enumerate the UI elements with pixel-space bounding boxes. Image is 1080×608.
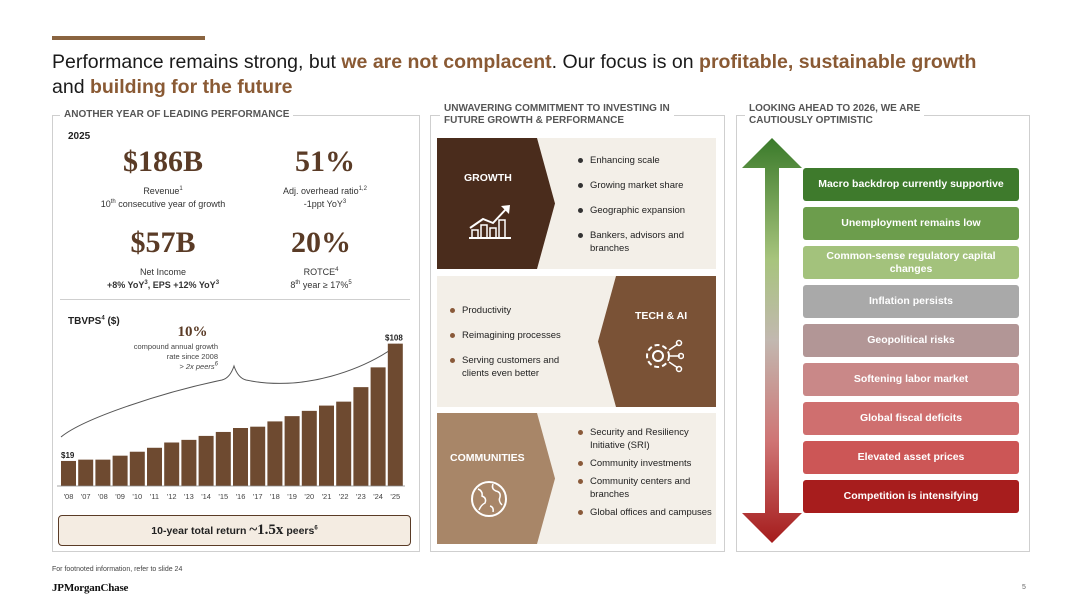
tech-ai-row: Productivity Reimagining processes Servi… — [437, 276, 716, 407]
data-label-last: $108 — [385, 334, 403, 343]
bar-9 — [215, 431, 231, 486]
x-tick-label: '13 — [184, 492, 194, 501]
communities-label: COMMUNITIES — [450, 452, 525, 464]
growth-chart-icon — [469, 205, 511, 239]
year-label: 2025 — [68, 131, 91, 142]
total-return-box: 10-year total return ~1.5x peers6 — [58, 515, 411, 546]
leading-performance-title: ANOTHER YEAR OF LEADING PERFORMANCE — [60, 109, 294, 121]
list-item: Global offices and campuses — [578, 506, 712, 519]
outlook-item: Softening labor market — [803, 363, 1019, 396]
bar-17 — [353, 387, 369, 486]
x-tick-label: '21 — [322, 492, 332, 501]
bar-8 — [198, 435, 214, 486]
up-down-gradient-arrow — [742, 138, 802, 543]
bar-14 — [301, 410, 317, 486]
list-item: Growing market share — [578, 179, 710, 192]
list-item: Reimagining processes — [450, 329, 585, 342]
outlook-item: Inflation persists — [803, 285, 1019, 318]
communities-bullets: Security and Resiliency Initiative (SRI)… — [578, 426, 712, 519]
investing-panel-title: UNWAVERING COMMITMENT TO INVESTING IN FUT… — [440, 103, 674, 127]
outlook-item: Common-sense regulatory capital changes — [803, 246, 1019, 279]
kpi-net-income: $57B Net Income +8% YoY3, EPS +12% YoY3 — [106, 226, 220, 290]
communities-row: COMMUNITIES Security and Resiliency Init… — [437, 413, 716, 544]
kpi-revenue: $186B Revenue1 10th consecutive year of … — [100, 145, 226, 209]
list-item: Serving customers and clients even bette… — [450, 354, 585, 380]
page-title: Performance remains strong, but we are n… — [52, 51, 977, 98]
list-item: Community investments — [578, 457, 712, 470]
tech-ai-label: TECH & AI — [635, 310, 688, 322]
globe-icon — [471, 481, 507, 517]
bar-15 — [319, 405, 334, 486]
bar-10 — [233, 428, 248, 486]
tbvps-title: TBVPS4 ($) — [68, 315, 120, 327]
bar-4 — [129, 451, 145, 486]
kpi-overhead-ratio: 51% Adj. overhead ratio1,2 -1ppt YoY3 — [283, 145, 367, 209]
growth-arrow — [437, 138, 555, 269]
x-tick-label: '09 — [115, 492, 125, 501]
growth-label: GROWTH — [464, 172, 512, 184]
x-tick-label: '18 — [270, 492, 280, 501]
x-tick-label: '07 — [81, 492, 91, 501]
bar-19 — [387, 343, 403, 486]
growth-row: GROWTH Enhancing scale Growing market sh… — [437, 138, 716, 269]
kpi-rotce: 20% ROTCE4 8th year ≥ 17%5 — [290, 226, 352, 290]
gear-circuit-icon — [646, 339, 684, 373]
tech-ai-bullets: Productivity Reimagining processes Servi… — [450, 304, 585, 380]
bar-1 — [78, 459, 94, 486]
bar-3 — [112, 455, 128, 486]
data-label-first: $19 — [61, 451, 75, 460]
bar-6 — [164, 442, 180, 486]
outlook-item: Geopolitical risks — [803, 324, 1019, 357]
x-tick-label: '10 — [132, 492, 142, 501]
x-tick-label: '24 — [373, 492, 383, 501]
outlook-item: Unemployment remains low — [803, 207, 1019, 240]
x-tick-label: '12 — [167, 492, 177, 501]
list-item: Community centers and branches — [578, 475, 712, 501]
x-tick-label: '23 — [356, 492, 366, 501]
bar-0 — [61, 460, 76, 486]
list-item: Bankers, advisors and branches — [578, 229, 710, 255]
outlook-item: Global fiscal deficits — [803, 402, 1019, 435]
bar-12 — [267, 421, 283, 486]
divider — [60, 299, 410, 300]
jpmorganchase-logo: JPMorganChase — [52, 582, 129, 594]
cagr-note: compound annual growth rate since 2008 >… — [133, 342, 218, 371]
outlook-item: Elevated asset prices — [803, 441, 1019, 474]
cagr-value: 10% — [177, 324, 208, 340]
bar-18 — [370, 367, 386, 486]
x-tick-label: '17 — [253, 492, 263, 501]
footnote: For footnoted information, refer to slid… — [52, 566, 183, 573]
x-tick-label: '15 — [218, 492, 228, 501]
tbvps-bar-chart: '08 '07 '08 '09 '10 '11 '12 '13 '14 '15 '16 '17 '18 '… — [57, 334, 405, 501]
bar-2 — [95, 459, 111, 486]
x-tick-label: '11 — [150, 492, 159, 501]
bar-13 — [284, 416, 300, 486]
title-accent-rule — [52, 36, 205, 40]
x-tick-label: '25 — [390, 492, 400, 501]
x-tick-label: '20 — [304, 492, 314, 501]
x-tick-label: '14 — [201, 492, 211, 501]
communities-arrow — [437, 413, 555, 544]
growth-bullets: Enhancing scale Growing market share Geo… — [578, 154, 710, 255]
list-item: Enhancing scale — [578, 154, 710, 167]
x-tick-label: '08 — [64, 492, 74, 501]
x-tick-label: '22 — [339, 492, 349, 501]
page-number: 5 — [1022, 584, 1026, 591]
list-item: Productivity — [450, 304, 585, 317]
x-tick-label: '19 — [287, 492, 297, 501]
cagr-brace — [60, 343, 400, 438]
tech-ai-arrow — [598, 276, 716, 407]
bar-16 — [336, 401, 352, 486]
list-item: Security and Resiliency Initiative (SRI) — [578, 426, 712, 452]
list-item: Geographic expansion — [578, 204, 710, 217]
x-tick-label: '16 — [236, 492, 246, 501]
bar-11 — [250, 426, 266, 486]
x-tick-label: '08 — [98, 492, 108, 501]
outlook-item: Competition is intensifying — [803, 480, 1019, 513]
bar-5 — [147, 447, 162, 486]
outlook-item: Macro backdrop currently supportive — [803, 168, 1019, 201]
outlook-panel-title: LOOKING AHEAD TO 2026, WE ARE CAUTIOUSLY … — [745, 103, 925, 127]
bar-7 — [181, 439, 197, 486]
